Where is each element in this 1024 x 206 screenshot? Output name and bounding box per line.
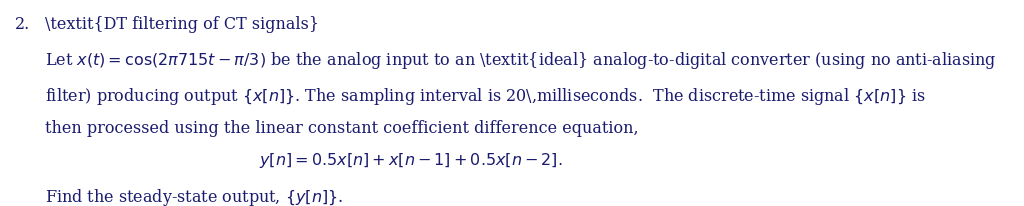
Text: $y[n] = 0.5x[n] + x[n-1] + 0.5x[n-2].$: $y[n] = 0.5x[n] + x[n-1] + 0.5x[n-2].$ [259, 150, 563, 169]
Text: Find the steady-state output, $\{y[n]\}$.: Find the steady-state output, $\{y[n]\}$… [45, 186, 343, 206]
Text: filter) producing output $\{x[n]\}$. The sampling interval is 20\,milliseconds. : filter) producing output $\{x[n]\}$. The… [45, 86, 926, 107]
Text: \textit{DT filtering of CT signals}: \textit{DT filtering of CT signals} [45, 16, 319, 33]
Text: Let $x(t) = \cos(2\pi 715t - \pi/3)$ be the analog input to an \textit{ideal} an: Let $x(t) = \cos(2\pi 715t - \pi/3)$ be … [45, 50, 996, 71]
Text: then processed using the linear constant coefficient difference equation,: then processed using the linear constant… [45, 120, 639, 137]
Text: 2.: 2. [14, 16, 30, 33]
